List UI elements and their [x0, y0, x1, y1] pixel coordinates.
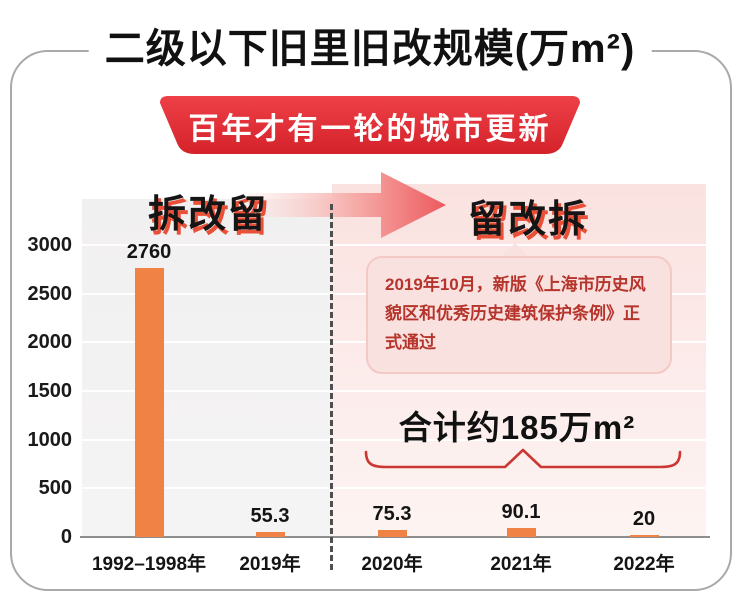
speech-bubble-pointer-icon	[499, 243, 531, 259]
bar-2022年	[629, 534, 659, 537]
annotation-bubble: 2019年10月，新版《上海市历史风貌区和优秀历史建筑保护条例》正式通过	[366, 256, 672, 374]
gridline-1000	[82, 438, 706, 441]
bar-value-label: 75.3	[372, 502, 412, 525]
x-tick-label: 2022年	[613, 554, 675, 575]
bar-value-label: 20	[632, 507, 656, 530]
phase-right-label: 留改拆	[468, 199, 589, 241]
banner-label: 百年才有一轮的城市更新	[188, 113, 552, 146]
arrow-right-icon	[248, 172, 446, 238]
bar-2021年	[506, 528, 536, 537]
brace	[362, 444, 684, 485]
x-tick-label: 2020年	[361, 554, 423, 575]
bar-value-label: 90.1	[501, 501, 541, 524]
annotation-text: 2019年10月，新版《上海市历史风貌区和优秀历史建筑保护条例》正式通过	[385, 275, 646, 353]
bar-value-label: 2760	[126, 241, 172, 264]
page-title: 二级以下旧里旧改规模(万m²)	[88, 16, 652, 74]
phase-arrow	[248, 169, 448, 246]
bar-2019年	[255, 531, 285, 537]
x-tick-label: 1992–1998年	[91, 554, 207, 575]
gridline-500	[82, 487, 706, 490]
brace-icon	[364, 448, 682, 469]
x-tick-label: 2021年	[490, 554, 552, 575]
y-tick-label-0: 0	[60, 526, 72, 548]
gridline-1500	[82, 390, 706, 393]
bar-1992–1998年	[134, 268, 164, 537]
banner-ribbon: 百年才有一轮的城市更新	[150, 93, 590, 157]
gridline-3000	[82, 244, 706, 247]
banner-ribbon-icon	[160, 96, 580, 154]
y-tick-label-2500: 2500	[27, 282, 73, 305]
bar-2020年	[377, 529, 407, 537]
y-tick-label-1000: 1000	[27, 428, 73, 451]
divider-dashed-line	[330, 204, 333, 570]
x-axis-line	[80, 536, 710, 538]
bar-value-label: 55.3	[250, 504, 290, 527]
y-tick-label-2000: 2000	[27, 331, 73, 354]
y-tick-label-500: 500	[38, 477, 72, 500]
x-tick-label: 2019年	[239, 554, 301, 575]
phase-left-label: 拆改留	[148, 194, 269, 236]
plot-background-left	[82, 199, 332, 537]
y-tick-label-1500: 1500	[27, 380, 73, 403]
total-label: 合计约185万m²	[398, 409, 636, 446]
y-tick-label-3000: 3000	[27, 234, 73, 257]
